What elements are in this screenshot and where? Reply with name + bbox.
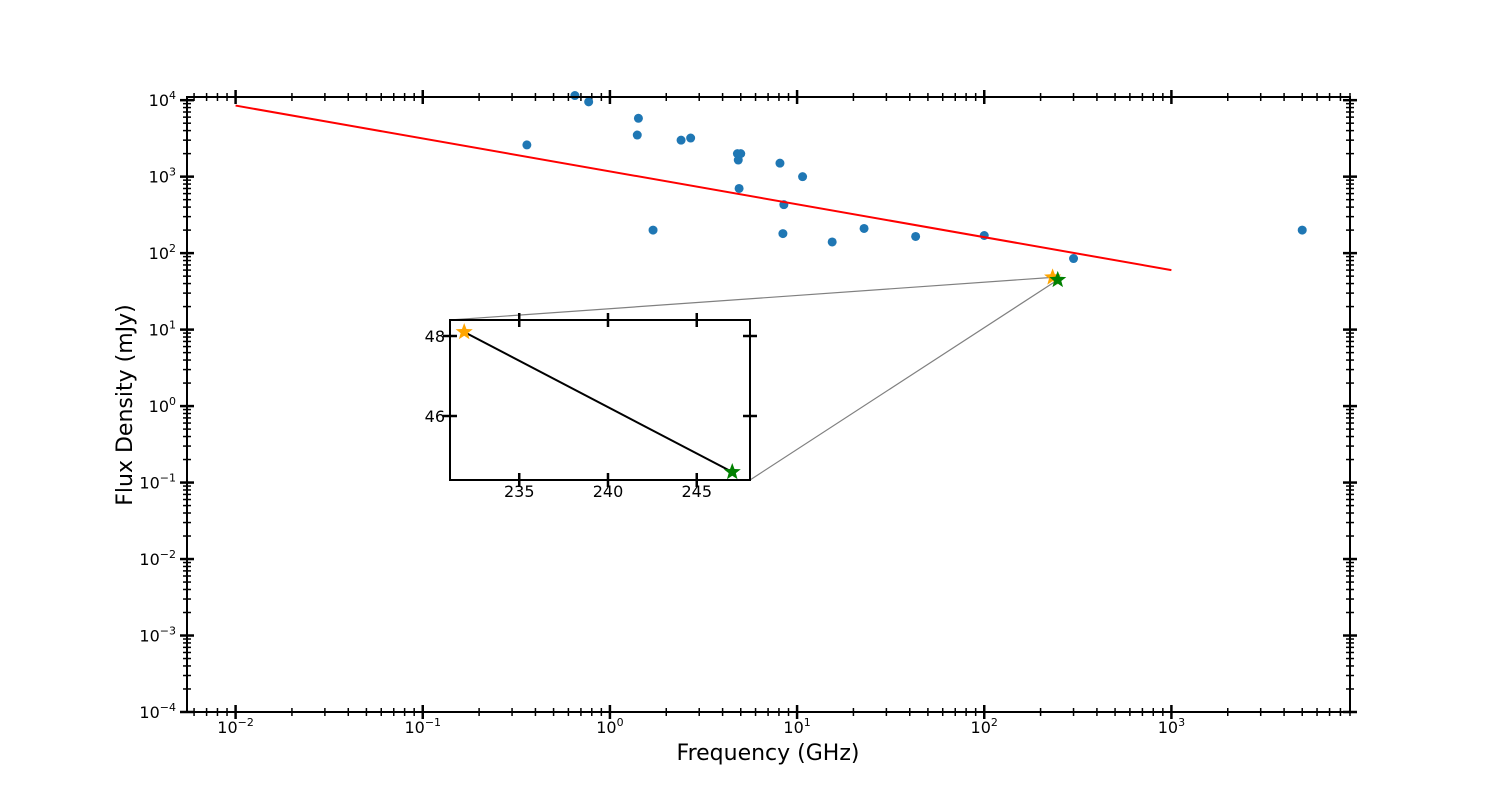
data-point: [827, 237, 837, 247]
data-point: [686, 133, 696, 143]
y-tick-label: 10−2: [139, 548, 176, 569]
inset-x-tick-label: 245: [681, 482, 712, 501]
data-point: [734, 183, 744, 193]
data-point: [798, 172, 808, 182]
star-marker: [1044, 268, 1062, 285]
inset-y-tick-label: 46: [425, 407, 445, 426]
y-tick-label: 10−4: [139, 701, 176, 722]
data-point: [570, 91, 580, 101]
inset-frame: [449, 319, 751, 481]
inset-connector-line: [449, 276, 1053, 321]
plot-frame: [186, 96, 1351, 713]
y-tick-label: 10−3: [139, 625, 176, 646]
y-tick-label: 101: [149, 319, 176, 340]
x-axis-title: Frequency (GHz): [677, 741, 860, 766]
inset-x-tick-label: 235: [504, 482, 535, 501]
x-tick-label: 10−1: [404, 716, 441, 737]
inset-connectors: [449, 276, 1059, 481]
x-tick-label: 101: [783, 716, 810, 737]
data-point: [859, 223, 869, 233]
fit-line: [235, 104, 1172, 272]
data-point: [911, 231, 921, 241]
inset-x-tick-label: 240: [593, 482, 624, 501]
data-point: [736, 149, 746, 159]
inset-y-tick-label: 48: [425, 327, 445, 346]
y-axis-title: Flux Density (mJy): [113, 304, 138, 505]
star-marker: [1049, 270, 1067, 288]
plot-data: [235, 91, 1307, 288]
data-point: [648, 225, 658, 235]
x-tick-label: 103: [1158, 716, 1185, 737]
y-tick-label: 103: [149, 166, 176, 187]
inset-connector-line: [749, 279, 1059, 481]
y-tick-label: 102: [149, 242, 176, 263]
x-tick-label: 100: [596, 716, 623, 737]
data-point: [676, 135, 686, 145]
inset-connecting-line: [463, 331, 733, 473]
data-point: [632, 130, 642, 140]
inset-star-marker: [723, 463, 741, 480]
inset-background: [450, 320, 750, 480]
x-tick-label: 10−2: [217, 716, 254, 737]
y-tick-label: 100: [149, 395, 176, 416]
data-point: [522, 140, 532, 150]
data-point: [775, 158, 785, 168]
inset-plot: 235 240 245 46 48: [425, 313, 757, 501]
inset-star-marker: [455, 323, 473, 340]
data-point: [778, 229, 788, 239]
y-tick-label: 10−1: [139, 472, 176, 493]
data-point: [1069, 254, 1079, 264]
data-point: [584, 97, 594, 107]
data-point: [1297, 225, 1307, 235]
x-tick-label: 102: [971, 716, 998, 737]
y-tick-label: 104: [149, 89, 176, 110]
data-point: [633, 113, 643, 123]
